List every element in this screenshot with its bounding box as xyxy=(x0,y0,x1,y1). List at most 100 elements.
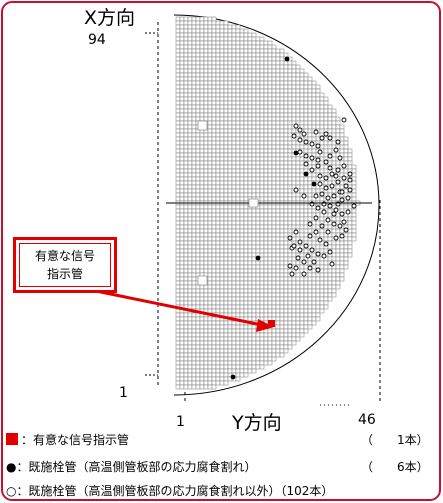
tube-cell xyxy=(239,256,245,262)
tube-cell xyxy=(335,264,341,270)
tube-cell xyxy=(215,144,221,150)
tube-cell xyxy=(203,368,209,374)
tube-cell xyxy=(211,376,217,382)
tube-cell xyxy=(251,324,257,330)
filled-circle-marker xyxy=(303,171,309,177)
tube-cell xyxy=(307,284,313,290)
tube-cell xyxy=(311,104,317,110)
tube-cell xyxy=(219,268,225,274)
tube-cell xyxy=(191,44,197,50)
tube-cell xyxy=(203,300,209,306)
tube-cell xyxy=(191,68,197,74)
tube-cell xyxy=(179,32,185,38)
tube-cell xyxy=(183,132,189,138)
tube-cell xyxy=(299,144,305,150)
tube-cell xyxy=(251,120,257,126)
tube-cell xyxy=(283,344,289,350)
tube-cell xyxy=(199,96,205,102)
tube-cell xyxy=(187,364,193,370)
tube-cell xyxy=(191,256,197,262)
tube-cell xyxy=(223,252,229,258)
tube-cell xyxy=(315,256,321,262)
tube-cell xyxy=(255,124,261,130)
tube-cell xyxy=(287,252,293,258)
tube-cell xyxy=(255,140,261,146)
open-circle-marker xyxy=(293,265,299,271)
tube-cell xyxy=(175,124,181,130)
open-circle-marker xyxy=(317,149,323,155)
tube-cell xyxy=(259,336,265,342)
tube-cell xyxy=(275,208,281,214)
open-circle-marker xyxy=(293,123,299,129)
tube-cell xyxy=(259,84,265,90)
tube-cell xyxy=(327,276,333,282)
tube-cell xyxy=(303,76,309,82)
tube-cell xyxy=(199,144,205,150)
tube-cell xyxy=(183,116,189,122)
tube-cell xyxy=(267,184,273,190)
tube-cell xyxy=(251,108,257,114)
tube-cell xyxy=(319,248,325,254)
tube-cell xyxy=(347,164,353,170)
tube-cell xyxy=(191,76,197,82)
tube-cell xyxy=(191,108,197,114)
tube-cell xyxy=(255,340,261,346)
tube-cell xyxy=(267,352,273,358)
tube-cell xyxy=(263,296,269,302)
tube-cell xyxy=(255,88,261,94)
tube-cell xyxy=(179,328,185,334)
tube-cell xyxy=(347,148,353,154)
tube-cell xyxy=(179,84,185,90)
tube-cell xyxy=(187,136,193,142)
tube-cell xyxy=(223,108,229,114)
tube-cell xyxy=(303,208,309,214)
tube-cell xyxy=(179,260,185,266)
tube-cell xyxy=(351,184,357,190)
tube-cell xyxy=(223,140,229,146)
tube-cell xyxy=(207,328,213,334)
tube-cell xyxy=(239,296,245,302)
tube-cell xyxy=(263,304,269,310)
tube-cell xyxy=(283,140,289,146)
tube-cell xyxy=(239,40,245,46)
open-circle-marker xyxy=(327,165,333,171)
tube-cell xyxy=(223,64,229,70)
tube-cell xyxy=(315,100,321,106)
tube-cell xyxy=(175,64,181,70)
tube-cell xyxy=(331,160,337,166)
tube-cell xyxy=(211,296,217,302)
tube-cell xyxy=(219,244,225,250)
tube-cell xyxy=(251,156,257,162)
tube-cell xyxy=(219,144,225,150)
tube-cell xyxy=(223,328,229,334)
tube-cell xyxy=(351,212,357,218)
tube-cell xyxy=(307,300,313,306)
tube-cell xyxy=(235,68,241,74)
tube-cell xyxy=(279,176,285,182)
tube-cell xyxy=(203,292,209,298)
tube-cell xyxy=(215,24,221,30)
tube-cell xyxy=(295,72,301,78)
tube-cell xyxy=(235,356,241,362)
tube-cell xyxy=(271,352,277,358)
tube-cell xyxy=(255,296,261,302)
tube-cell xyxy=(235,156,241,162)
tube-cell xyxy=(327,124,333,130)
tube-cell xyxy=(263,68,269,74)
tube-cell xyxy=(263,280,269,286)
tube-cell xyxy=(291,192,297,198)
tube-cell xyxy=(339,260,345,266)
tube-cell xyxy=(203,20,209,26)
open-circle-marker xyxy=(313,215,319,221)
tube-cell xyxy=(271,88,277,94)
tube-cell xyxy=(195,340,201,346)
tube-cell xyxy=(207,192,213,198)
tube-cell xyxy=(223,20,229,26)
tube-cell xyxy=(191,232,197,238)
tube-cell xyxy=(215,88,221,94)
tube-cell xyxy=(335,276,341,282)
tube-cell xyxy=(195,108,201,114)
tube-cell xyxy=(251,96,257,102)
tube-cell xyxy=(251,32,257,38)
tube-cell xyxy=(187,380,193,386)
